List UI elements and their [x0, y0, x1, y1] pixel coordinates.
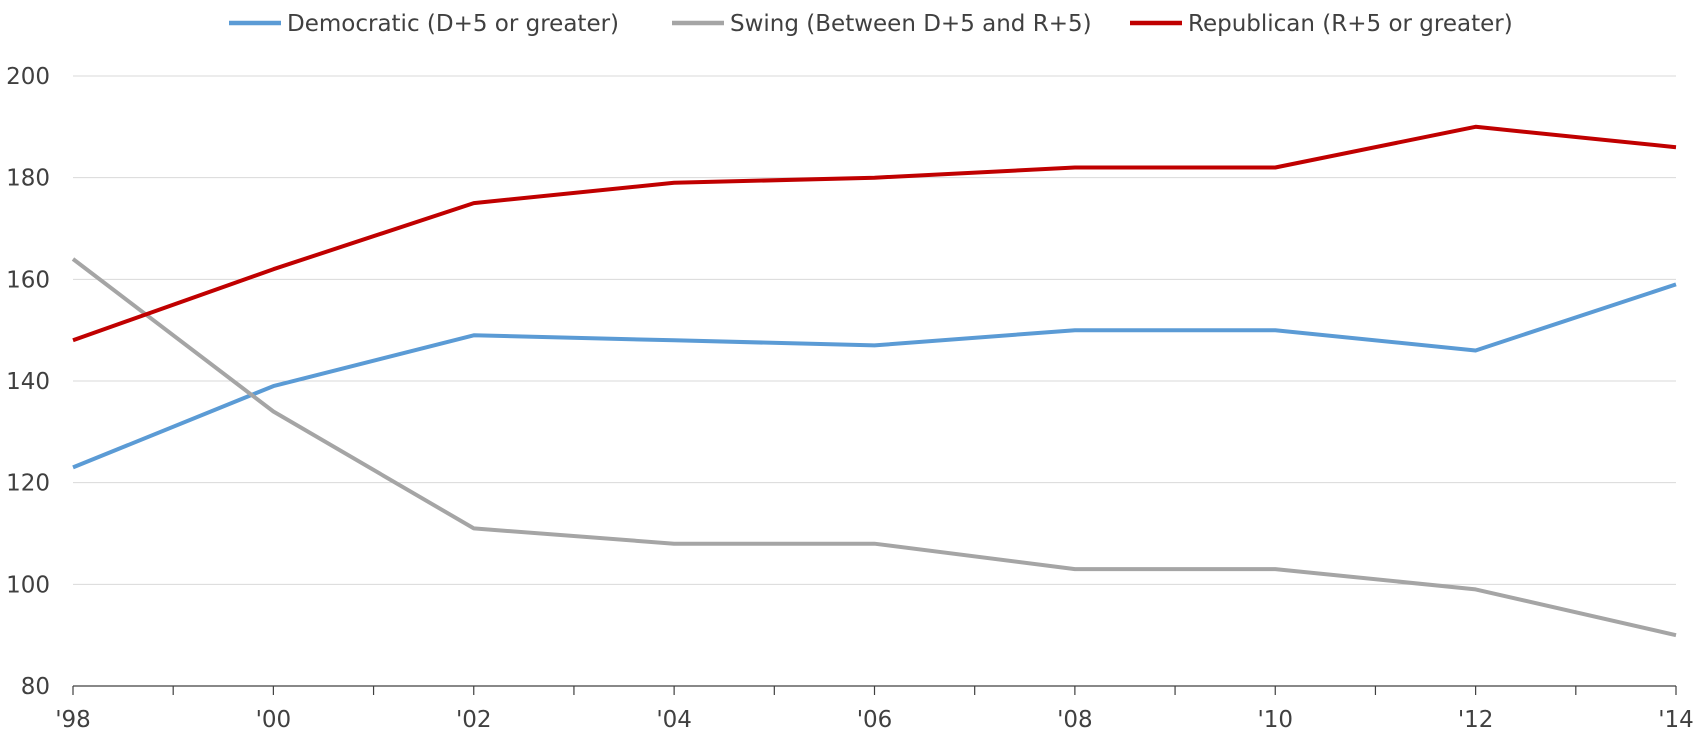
y-tick-label: 80	[21, 674, 50, 700]
x-axis: '98 '00 '02 '04 '06 '08 '10 '12 '14	[55, 685, 1694, 732]
grid-lines	[73, 75, 1676, 585]
chart-legend: Democratic (D+5 or greater) Swing (Betwee…	[229, 11, 1513, 37]
y-tick-label: 200	[6, 64, 50, 90]
legend-label-0: Democratic (D+5 or greater)	[287, 11, 619, 37]
y-tick-label: 160	[6, 267, 50, 293]
x-tick-label: '10	[1257, 707, 1293, 732]
x-tick-label: '02	[456, 707, 492, 732]
x-tick-label: '12	[1458, 707, 1494, 732]
series-line-1	[71, 257, 1677, 638]
x-tick-label: '06	[857, 707, 893, 732]
series-line-0	[72, 282, 1677, 470]
x-tick-label: '14	[1658, 707, 1694, 732]
y-tick-label: 180	[6, 166, 50, 192]
x-tick-label: '98	[55, 707, 91, 732]
x-tick-label: '00	[256, 707, 292, 732]
y-tick-label: 100	[6, 572, 50, 598]
y-axis: 80 100 120 140 160 180 200	[6, 64, 50, 700]
y-tick-label: 140	[6, 369, 50, 395]
y-tick-label: 120	[6, 471, 50, 497]
legend-label-1: Swing (Between D+5 and R+5)	[730, 11, 1092, 37]
x-tick-label: '08	[1057, 707, 1093, 732]
series-lines	[71, 124, 1677, 638]
x-tick-label: '04	[656, 707, 692, 732]
legend-label-2: Republican (R+5 or greater)	[1188, 11, 1513, 37]
series-line-2	[72, 124, 1677, 343]
